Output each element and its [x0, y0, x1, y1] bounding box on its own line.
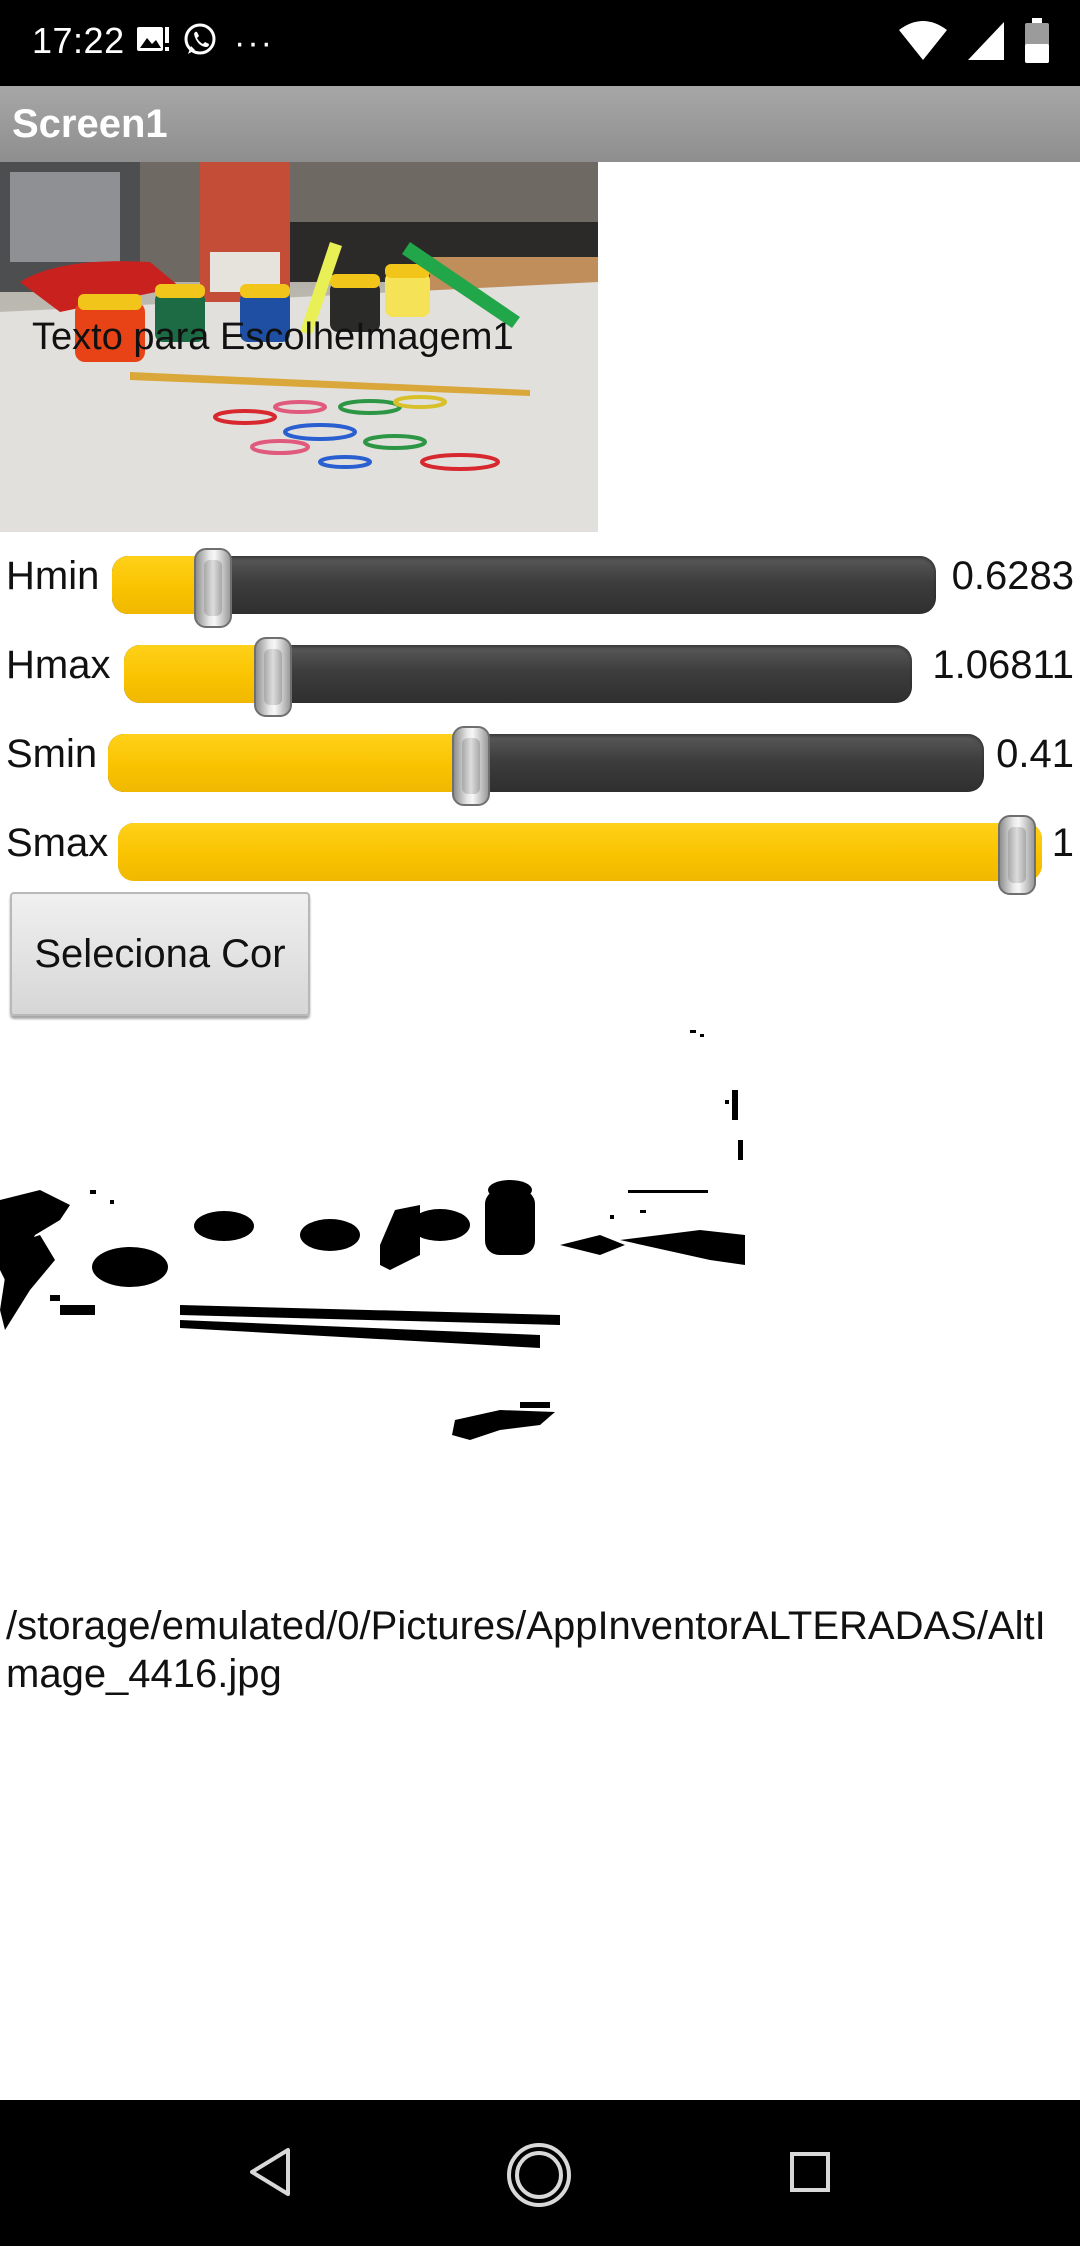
- wifi-icon: [898, 20, 948, 67]
- slider-value-smin: 0.41: [996, 732, 1074, 776]
- slider-smax-thumb[interactable]: [998, 815, 1036, 895]
- navigation-bar: [0, 2100, 1080, 2246]
- slider-smin[interactable]: [108, 726, 984, 806]
- slider-smax[interactable]: [118, 815, 1042, 895]
- photo-preview: [0, 162, 598, 532]
- status-time: 17:22: [32, 20, 125, 61]
- gallery-icon: [136, 24, 172, 61]
- slider-label-hmax: Hmax: [6, 643, 111, 687]
- slider-hmax[interactable]: [124, 637, 912, 717]
- status-notification-icons: ···: [136, 22, 274, 63]
- whatsapp-icon: [182, 22, 218, 63]
- slider-row-hmax: Hmax 1.06811: [0, 631, 1080, 717]
- slider-label-hmin: Hmin: [6, 554, 100, 598]
- more-dots-icon: ···: [234, 23, 274, 62]
- slider-value-hmax: 1.06811: [932, 643, 1074, 687]
- slider-smin-thumb[interactable]: [452, 726, 490, 806]
- title-bar: Screen1: [0, 86, 1080, 162]
- slider-hmin-thumb[interactable]: [194, 548, 232, 628]
- recents-icon[interactable]: [788, 2150, 832, 2199]
- battery-icon: [1024, 18, 1050, 69]
- status-system-icons: [898, 18, 1050, 69]
- slider-smax-fill: [118, 823, 1042, 881]
- image-picker[interactable]: Texto para EscolheImagem1: [0, 162, 598, 532]
- slider-value-hmin: 0.6283: [951, 554, 1074, 598]
- back-icon[interactable]: [246, 2146, 294, 2203]
- slider-hmax-thumb[interactable]: [254, 637, 292, 717]
- status-bar: 17:22 ···: [0, 0, 1080, 86]
- processed-image: [0, 1030, 746, 1460]
- slider-hmax-fill: [124, 645, 274, 703]
- home-icon[interactable]: [506, 2142, 572, 2213]
- signal-icon: [966, 20, 1006, 67]
- slider-row-smin: Smin 0.41: [0, 720, 1080, 806]
- slider-row-smax: Smax 1: [0, 809, 1080, 895]
- select-color-button[interactable]: Seleciona Cor: [10, 892, 310, 1016]
- slider-label-smin: Smin: [6, 732, 98, 776]
- slider-value-smax: 1: [1051, 821, 1074, 865]
- saved-image-path: /storage/emulated/0/Pictures/AppInventor…: [6, 1604, 1046, 1696]
- screen-title: Screen1: [12, 102, 168, 146]
- slider-row-hmin: Hmin 0.6283: [0, 542, 1080, 628]
- slider-label-smax: Smax: [6, 821, 109, 865]
- slider-hmin[interactable]: [112, 548, 936, 628]
- image-picker-label: Texto para EscolheImagem1: [32, 316, 514, 358]
- slider-smin-fill: [108, 734, 468, 792]
